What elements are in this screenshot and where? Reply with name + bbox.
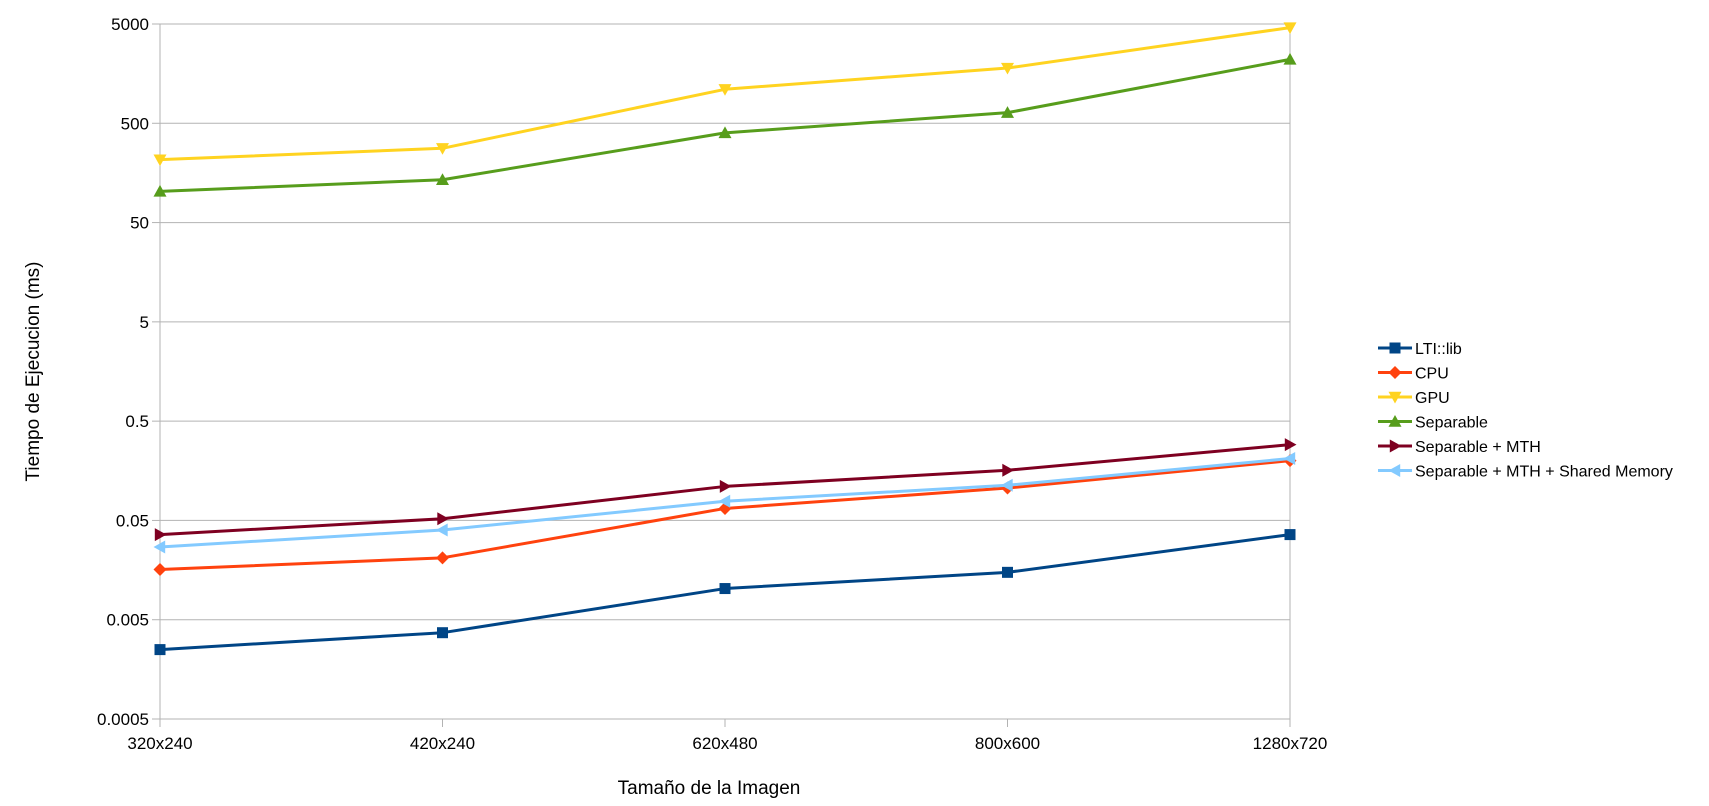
- data-point-lti-lib: [719, 583, 731, 595]
- legend-swatch-marker: [1389, 342, 1401, 354]
- data-point-separable-mth: [1002, 463, 1014, 477]
- legend-label: LTI::lib: [1415, 341, 1462, 358]
- series-gpu: [153, 22, 1297, 167]
- legend-item-cpu: CPU: [1378, 366, 1449, 383]
- data-point-cpu: [436, 551, 449, 565]
- data-point-separable-mth-shared-memory: [718, 494, 731, 508]
- series-line-separable: [159, 57, 1291, 193]
- data-point-separable-mth-shared-memory: [153, 540, 166, 554]
- x-tick-label: 420x240: [410, 734, 475, 753]
- y-tick-label: 0.0005: [97, 710, 149, 729]
- data-point-separable-mth-shared-memory: [436, 523, 448, 537]
- data-point-gpu: [1283, 22, 1297, 35]
- data-point-separable: [1001, 106, 1014, 118]
- y-tick-label: 5: [140, 313, 149, 332]
- data-point-lti-lib: [1002, 566, 1013, 578]
- y-tick-label: 5000: [111, 15, 149, 34]
- legend-label: CPU: [1415, 366, 1449, 383]
- x-tick-label: 620x480: [692, 734, 757, 753]
- axes: [152, 23, 1291, 727]
- legend-item-separable: Separable: [1378, 415, 1488, 432]
- data-point-gpu: [153, 154, 167, 167]
- tick-labels: 0.0005 0.005 0.05 0.5 5 50 500 5000 320x240 420x2…: [97, 15, 1327, 753]
- legend-item-separable-mth: Separable + MTH: [1378, 439, 1541, 456]
- series-lti-lib: [154, 529, 1296, 656]
- legend-item-separable-mth-shared-memory: Separable + MTH + Shared Memory: [1378, 464, 1673, 481]
- series-separable-mth: [154, 438, 1297, 542]
- legend-label: Separable: [1415, 415, 1488, 432]
- legend-swatch-marker: [1389, 439, 1402, 453]
- data-point-separable-mth: [719, 479, 732, 493]
- legend-swatch-marker: [1388, 366, 1402, 379]
- gridlines: [160, 23, 1291, 720]
- legend-label: GPU: [1415, 390, 1450, 407]
- data-point-separable-mth: [1284, 438, 1297, 452]
- data-point-separable: [153, 184, 167, 197]
- y-tick-label: 0.5: [125, 412, 149, 431]
- y-tick-label: 0.05: [116, 511, 149, 530]
- data-point-separable: [436, 173, 449, 185]
- x-tick-label: 1280x720: [1253, 734, 1328, 753]
- data-point-separable-mth-shared-memory: [1001, 478, 1013, 492]
- data-point-lti-lib: [154, 644, 166, 656]
- data-point-cpu: [153, 563, 167, 577]
- series-lines: [153, 22, 1297, 656]
- y-axis-title: Tiempo de Ejecucion (ms): [23, 262, 44, 482]
- data-point-separable-mth: [154, 528, 167, 542]
- legend-swatch-marker: [1388, 391, 1402, 404]
- data-point-gpu: [1001, 62, 1014, 75]
- data-point-separable-mth: [437, 512, 449, 526]
- data-point-separable-mth-shared-memory: [1283, 452, 1296, 466]
- y-tick-label: 500: [121, 114, 149, 133]
- data-point-separable: [1283, 52, 1297, 65]
- x-axis-title: Tamaño de la Imagen: [618, 778, 801, 799]
- y-tick-label: 0.005: [106, 611, 149, 630]
- legend-label: Separable + MTH + Shared Memory: [1415, 464, 1673, 481]
- y-tick-label: 50: [130, 214, 149, 233]
- series-separable-mth-shared-memory: [153, 452, 1296, 554]
- data-point-gpu: [436, 143, 449, 155]
- legend-swatch-marker: [1388, 415, 1402, 427]
- data-point-separable: [718, 126, 732, 139]
- series-line-cpu: [159, 459, 1291, 572]
- legend-item-gpu: GPU: [1378, 390, 1450, 407]
- data-point-lti-lib: [437, 627, 448, 639]
- legend-swatch-marker: [1388, 464, 1401, 477]
- data-point-gpu: [718, 84, 732, 96]
- legend-item-lti-lib: LTI::lib: [1378, 341, 1462, 358]
- legend-label: Separable + MTH: [1415, 439, 1541, 456]
- x-tick-label: 320x240: [127, 734, 192, 753]
- data-point-lti-lib: [1284, 529, 1296, 541]
- series-separable: [153, 52, 1297, 197]
- x-tick-label: 800x600: [975, 734, 1040, 753]
